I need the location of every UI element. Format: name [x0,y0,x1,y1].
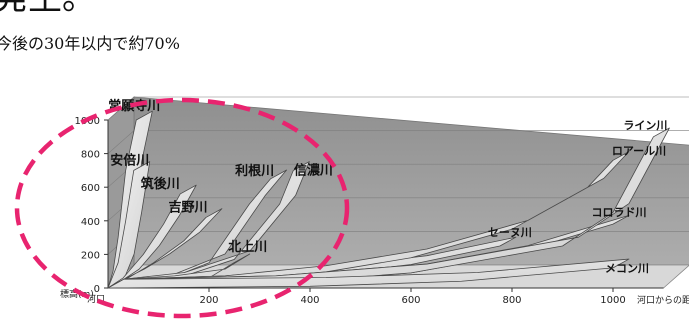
river-profile [107,184,197,289]
river-profile [107,161,151,289]
river-profile [107,258,630,289]
river-label: 安倍川 [110,152,149,168]
x-tick-label: 1000 [600,295,625,306]
river-label: 信濃川 [294,162,333,178]
y-tick-label: 600 [81,183,100,194]
x-tick-label: 400 [300,295,319,306]
page-subtitle: 今後の30年以内で約70% [0,34,180,53]
river-profile [107,127,670,289]
river-label: 筑後川 [141,176,180,192]
gridline [107,96,689,121]
page-title: 発生。 [0,0,96,18]
river-label: 吉野川 [168,200,207,215]
river-label: 利根川 [235,163,274,179]
river-profile [107,161,310,289]
back-wall [133,96,689,266]
x-tick-label: 600 [401,295,420,306]
x-tick-label: 200 [199,295,218,306]
river-label: ライン川 [623,119,667,132]
river-label: ロアール川 [612,144,666,157]
y-tick-label: 800 [81,150,100,161]
x-tick-label: 800 [502,295,521,306]
river-label: セーヌ川 [488,226,532,239]
river-profile [107,151,630,289]
japan-rivers-highlight [14,97,350,319]
river-label: 北上川 [228,240,267,255]
y-tick-label: 0 [94,284,100,295]
x-axis-title: 河口からの距離（km） [637,294,689,306]
river-profile [107,208,223,289]
y-tick-label: 200 [81,250,100,261]
y-tick-label: 400 [81,217,100,228]
river-label: メコン川 [605,262,649,275]
river-label: コロラド川 [592,206,647,219]
